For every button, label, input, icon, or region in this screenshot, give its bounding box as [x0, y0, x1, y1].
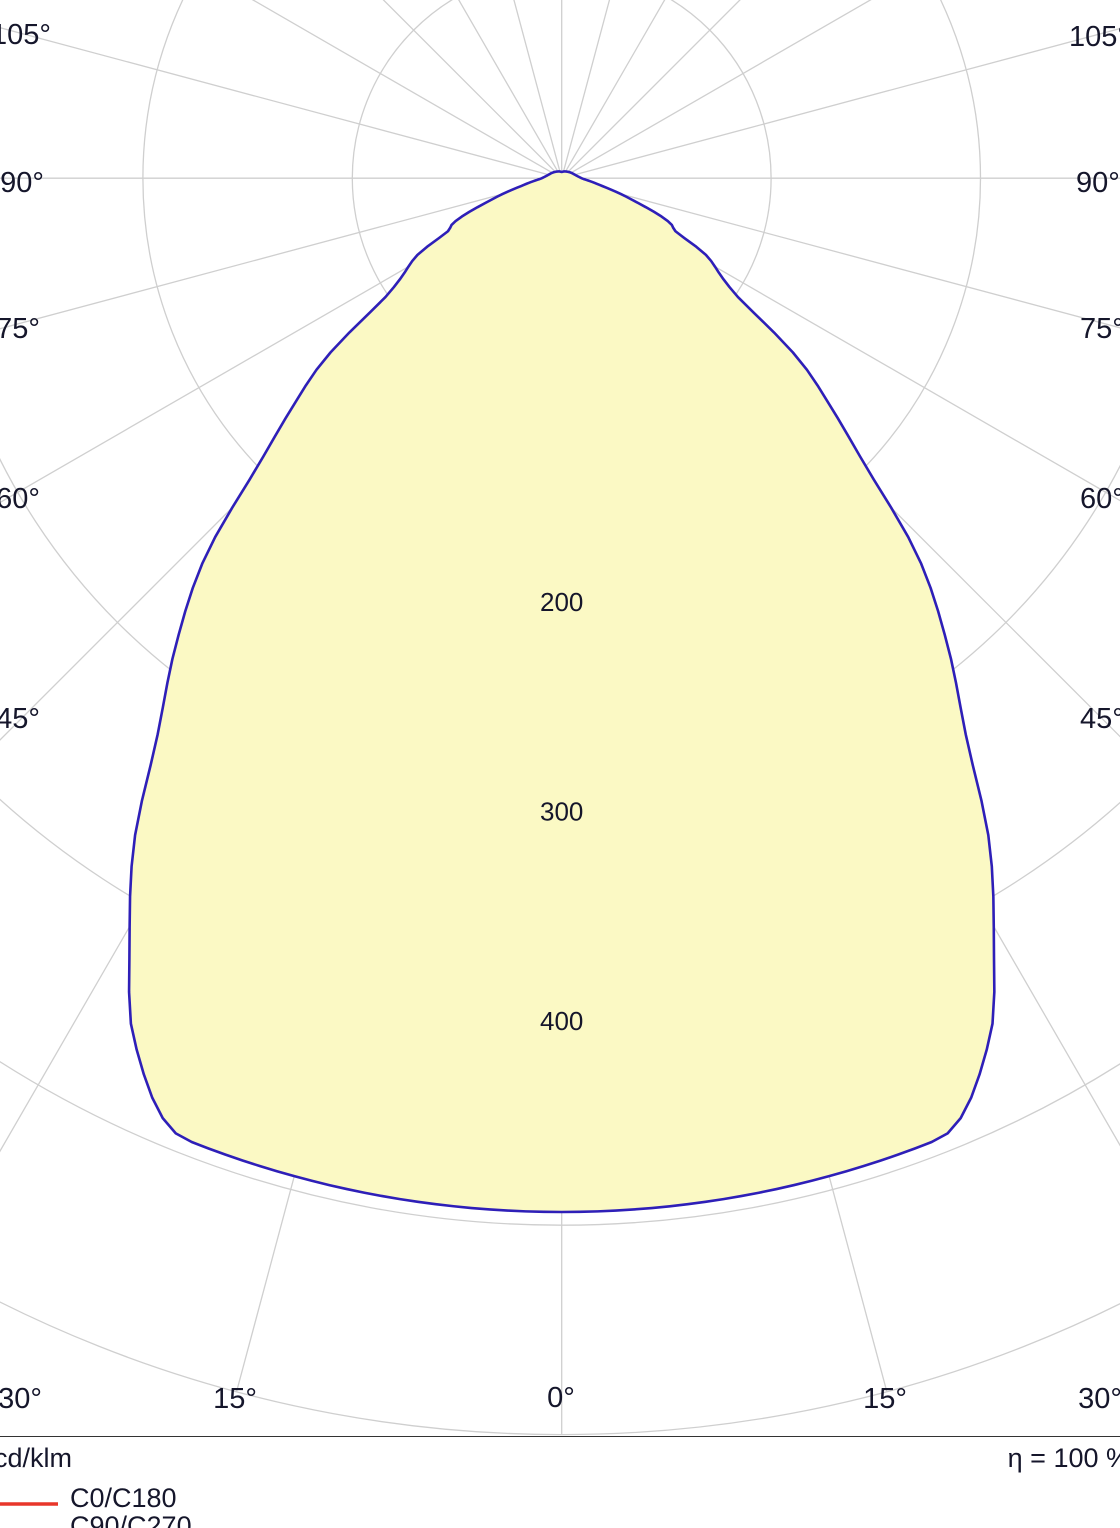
- svg-text:15°: 15°: [863, 1383, 907, 1415]
- svg-text:90°: 90°: [1076, 167, 1120, 199]
- svg-text:30°: 30°: [1078, 1383, 1120, 1415]
- svg-text:60°: 60°: [1080, 483, 1120, 515]
- svg-text:105°: 105°: [0, 19, 51, 51]
- svg-text:300: 300: [540, 796, 583, 826]
- svg-text:75°: 75°: [1080, 313, 1120, 345]
- svg-text:75°: 75°: [0, 313, 40, 345]
- svg-text:60°: 60°: [0, 483, 40, 515]
- svg-text:45°: 45°: [1080, 703, 1120, 735]
- svg-text:400: 400: [540, 1006, 583, 1036]
- svg-text:90°: 90°: [0, 167, 44, 199]
- svg-text:15°: 15°: [213, 1383, 257, 1415]
- svg-text:45°: 45°: [0, 703, 40, 735]
- svg-text:30°: 30°: [0, 1383, 42, 1415]
- svg-text:0°: 0°: [547, 1382, 575, 1414]
- svg-text:105°: 105°: [1069, 21, 1120, 53]
- svg-text:200: 200: [540, 587, 583, 617]
